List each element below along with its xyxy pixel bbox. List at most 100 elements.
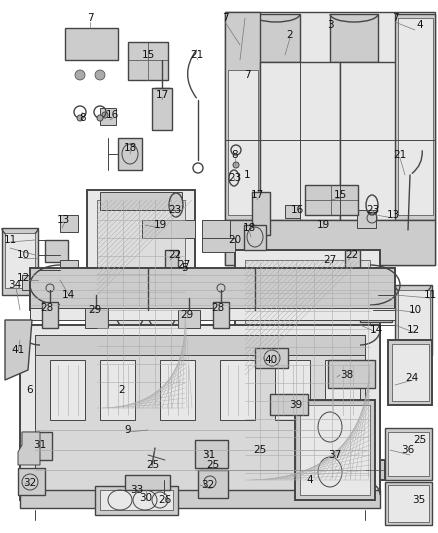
Ellipse shape xyxy=(323,358,341,382)
Polygon shape xyxy=(152,88,172,130)
Text: 38: 38 xyxy=(340,370,353,380)
Polygon shape xyxy=(395,14,435,220)
Polygon shape xyxy=(128,42,168,80)
Polygon shape xyxy=(5,320,32,380)
Polygon shape xyxy=(142,220,195,238)
Text: 21: 21 xyxy=(393,150,406,160)
Text: 2: 2 xyxy=(119,385,125,395)
Text: 3: 3 xyxy=(327,20,333,30)
Polygon shape xyxy=(270,394,308,415)
Text: 25: 25 xyxy=(413,435,427,445)
Polygon shape xyxy=(65,28,118,60)
Text: 41: 41 xyxy=(11,345,25,355)
Text: 29: 29 xyxy=(180,310,194,320)
Polygon shape xyxy=(22,432,52,460)
Polygon shape xyxy=(235,250,380,490)
Text: 25: 25 xyxy=(146,460,159,470)
Text: 27: 27 xyxy=(323,255,337,265)
Text: 6: 6 xyxy=(27,385,33,395)
Polygon shape xyxy=(252,192,270,235)
Text: 16: 16 xyxy=(106,110,119,120)
Polygon shape xyxy=(245,260,370,480)
Ellipse shape xyxy=(97,115,103,121)
Text: 7: 7 xyxy=(87,13,93,23)
Polygon shape xyxy=(225,12,260,220)
Ellipse shape xyxy=(233,162,239,168)
Text: 14: 14 xyxy=(61,290,74,300)
Text: 13: 13 xyxy=(57,215,70,225)
Polygon shape xyxy=(60,215,78,232)
Ellipse shape xyxy=(77,115,83,121)
Polygon shape xyxy=(148,420,172,448)
Polygon shape xyxy=(195,460,385,480)
Text: 34: 34 xyxy=(8,280,21,290)
Text: 9: 9 xyxy=(125,425,131,435)
Polygon shape xyxy=(360,300,392,322)
Text: 31: 31 xyxy=(33,440,46,450)
Text: 18: 18 xyxy=(242,223,256,233)
Ellipse shape xyxy=(255,446,261,450)
Polygon shape xyxy=(225,220,435,265)
Text: 16: 16 xyxy=(290,205,304,215)
Polygon shape xyxy=(20,325,380,500)
Text: 26: 26 xyxy=(159,495,172,505)
Text: 31: 31 xyxy=(202,450,215,460)
Text: 30: 30 xyxy=(139,493,152,503)
Polygon shape xyxy=(178,455,205,488)
Polygon shape xyxy=(202,220,230,238)
Polygon shape xyxy=(255,348,288,368)
Polygon shape xyxy=(395,285,432,355)
Text: 17: 17 xyxy=(251,190,264,200)
Text: 32: 32 xyxy=(201,480,215,490)
Polygon shape xyxy=(165,250,178,268)
Ellipse shape xyxy=(281,358,299,382)
Text: 13: 13 xyxy=(386,210,399,220)
Text: 21: 21 xyxy=(191,50,204,60)
Text: 25: 25 xyxy=(206,460,219,470)
Ellipse shape xyxy=(209,459,215,464)
Text: 29: 29 xyxy=(88,305,102,315)
Polygon shape xyxy=(388,485,429,522)
Text: 15: 15 xyxy=(141,50,155,60)
Polygon shape xyxy=(244,225,266,250)
Polygon shape xyxy=(385,428,432,480)
Ellipse shape xyxy=(417,438,423,442)
Polygon shape xyxy=(225,12,435,265)
Text: 11: 11 xyxy=(4,235,17,245)
Text: 10: 10 xyxy=(17,250,29,260)
Polygon shape xyxy=(30,308,395,320)
Polygon shape xyxy=(97,200,185,408)
Polygon shape xyxy=(125,475,170,490)
Polygon shape xyxy=(100,192,182,210)
Ellipse shape xyxy=(149,459,155,464)
Polygon shape xyxy=(178,310,200,328)
Text: 32: 32 xyxy=(23,478,37,488)
Text: 4: 4 xyxy=(307,475,313,485)
Polygon shape xyxy=(330,14,378,62)
Text: 23: 23 xyxy=(366,205,380,215)
Polygon shape xyxy=(228,70,258,215)
Text: 24: 24 xyxy=(406,373,419,383)
Text: 28: 28 xyxy=(40,303,53,313)
Text: 22: 22 xyxy=(168,250,182,260)
Polygon shape xyxy=(87,190,195,418)
Polygon shape xyxy=(195,440,228,468)
Polygon shape xyxy=(50,360,85,420)
Polygon shape xyxy=(45,240,68,262)
Polygon shape xyxy=(213,302,229,328)
Polygon shape xyxy=(30,268,395,310)
Polygon shape xyxy=(2,228,38,295)
Polygon shape xyxy=(18,468,45,495)
Text: 40: 40 xyxy=(265,355,278,365)
Text: 28: 28 xyxy=(212,303,225,313)
Polygon shape xyxy=(360,325,378,342)
Polygon shape xyxy=(160,360,195,420)
Polygon shape xyxy=(260,62,340,220)
Text: 15: 15 xyxy=(333,190,346,200)
Ellipse shape xyxy=(75,70,85,80)
Polygon shape xyxy=(328,360,375,388)
Ellipse shape xyxy=(102,112,108,118)
Text: 23: 23 xyxy=(228,173,242,183)
Polygon shape xyxy=(252,14,300,62)
Text: 36: 36 xyxy=(401,445,415,455)
